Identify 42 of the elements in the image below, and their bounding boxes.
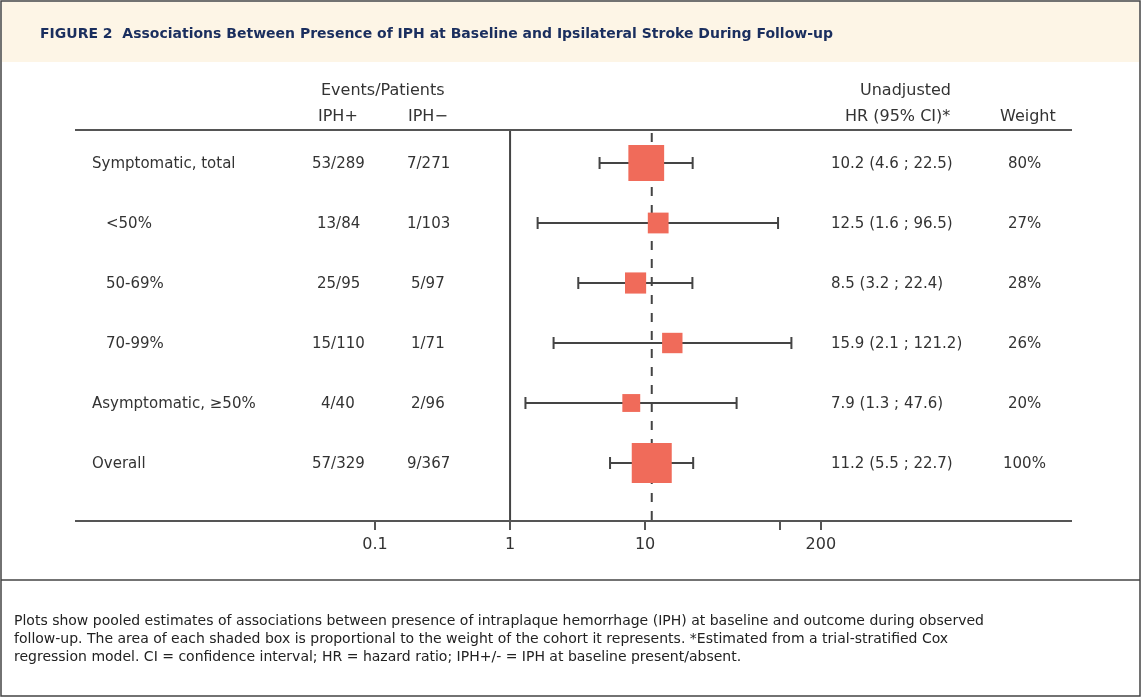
annotation: 15/110 bbox=[312, 334, 365, 352]
text: Weight bbox=[1000, 106, 1056, 125]
annotation: 28% bbox=[1008, 274, 1042, 292]
x-tick-label: 10 bbox=[634, 534, 656, 554]
x-tick-label: 1 bbox=[504, 534, 516, 554]
text: HR (95% CI)* bbox=[845, 106, 951, 125]
annotation: 26% bbox=[1008, 334, 1042, 352]
y-tick-label: 50-69% bbox=[106, 274, 164, 292]
annotation: 20% bbox=[1008, 394, 1042, 412]
annotation: 4/40 bbox=[321, 394, 355, 412]
annotation: 27% bbox=[1008, 214, 1042, 232]
annotation: 5/97 bbox=[411, 274, 445, 292]
text: Events/Patients bbox=[321, 80, 445, 99]
annotation: 7/271 bbox=[407, 154, 451, 172]
annotation: 1/103 bbox=[407, 214, 451, 232]
annotation: 7.9 (1.3 ; 47.6) bbox=[831, 394, 944, 412]
annotation: 80% bbox=[1008, 154, 1042, 172]
text: IPH+ bbox=[318, 106, 358, 125]
text: Plots show pooled estimates of associations between presence of intraplaque hemorrhage (IPH) at baseline and outcome during observed follow-up. The area of each shaded box is proportional to the weight of the cohort it represents. *Estimated from a trial-stratified Cox regression model. CI = confidence interval; HR = hazard ratio; IPH+/- = IPH at baseline present/absent. bbox=[14, 612, 984, 665]
annotation: 25/95 bbox=[317, 274, 361, 292]
text: Unadjusted bbox=[860, 80, 952, 99]
text: IPH− bbox=[408, 106, 448, 125]
annotation: 12.5 (1.6 ; 96.5) bbox=[831, 214, 953, 232]
annotation: 15.9 (2.1 ; 121.2) bbox=[831, 334, 963, 352]
y-tick-label: <50% bbox=[106, 214, 152, 232]
y-tick-label: Overall bbox=[92, 454, 146, 472]
annotation: 1/71 bbox=[411, 334, 445, 352]
annotation: 100% bbox=[1003, 454, 1046, 472]
y-tick-label: Asymptomatic, ≥50% bbox=[92, 394, 256, 412]
y-tick-label: 70-99% bbox=[106, 334, 164, 352]
x-tick-label: 0.1 bbox=[362, 534, 388, 554]
annotation: 13/84 bbox=[317, 214, 361, 232]
annotation: 8.5 (3.2 ; 22.4) bbox=[831, 274, 944, 292]
annotation: 9/367 bbox=[407, 454, 451, 472]
x-tick-label: 200 bbox=[805, 534, 837, 554]
annotation: 11.2 (5.5 ; 22.7) bbox=[831, 454, 953, 472]
annotation: 10.2 (4.6 ; 22.5) bbox=[831, 154, 953, 172]
annotation: 57/329 bbox=[312, 454, 365, 472]
annotation: 53/289 bbox=[312, 154, 365, 172]
annotation: 2/96 bbox=[411, 394, 445, 412]
chart-title: FIGURE 2 Associations Between Presence of IPH at Baseline and Ipsilateral Stroke During Follow-up bbox=[40, 25, 834, 41]
y-tick-label: Symptomatic, total bbox=[92, 154, 236, 172]
